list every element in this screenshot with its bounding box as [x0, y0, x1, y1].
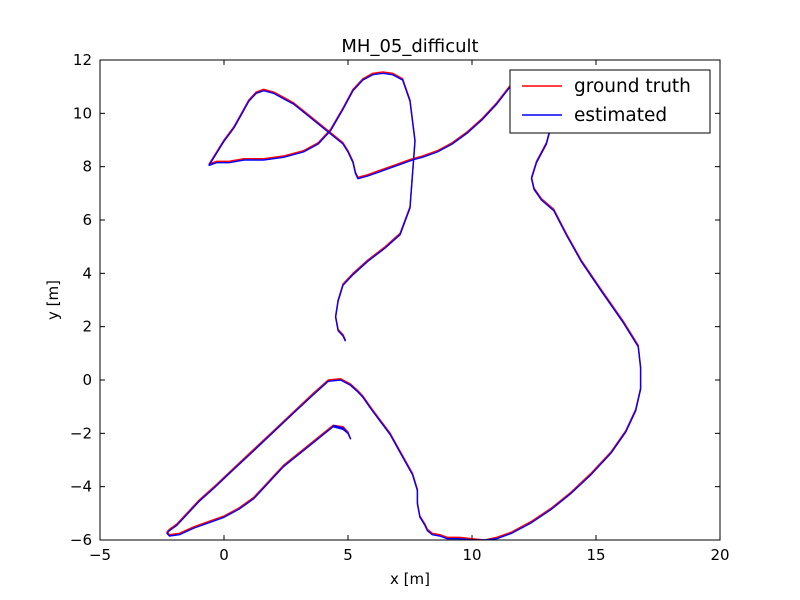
- x-tick-label: 15: [586, 546, 605, 564]
- legend-label-ground-truth: ground truth: [574, 76, 691, 97]
- y-tick-label: 2: [82, 318, 92, 336]
- series-line-ground-truth: [166, 71, 642, 540]
- series-line-estimated: [166, 72, 642, 540]
- y-tick-label: 0: [82, 371, 92, 389]
- legend-box: [509, 69, 711, 134]
- y-tick-label: 10: [73, 104, 92, 122]
- y-tick-label: −6: [70, 531, 92, 549]
- plot-frame: [99, 59, 721, 541]
- y-tick-label: −4: [70, 478, 92, 496]
- chart-title: MH_05_difficult: [341, 36, 478, 57]
- legend: ground truth estimated: [509, 69, 711, 134]
- x-tick-label: 10: [462, 546, 481, 564]
- x-tick-label: 20: [710, 546, 729, 564]
- y-tick-label: 4: [82, 264, 92, 282]
- x-tick-label: −5: [89, 546, 111, 564]
- y-tick-label: 6: [82, 211, 92, 229]
- y-tick-label: 12: [73, 51, 92, 69]
- legend-label-estimated: estimated: [574, 105, 667, 126]
- y-axis-label: y [m]: [44, 280, 62, 320]
- y-tick-label: 8: [82, 158, 92, 176]
- x-axis-label: x [m]: [390, 570, 430, 588]
- x-tick-label: 0: [219, 546, 229, 564]
- y-tick-label: −2: [70, 424, 92, 442]
- x-tick-label: 5: [343, 546, 353, 564]
